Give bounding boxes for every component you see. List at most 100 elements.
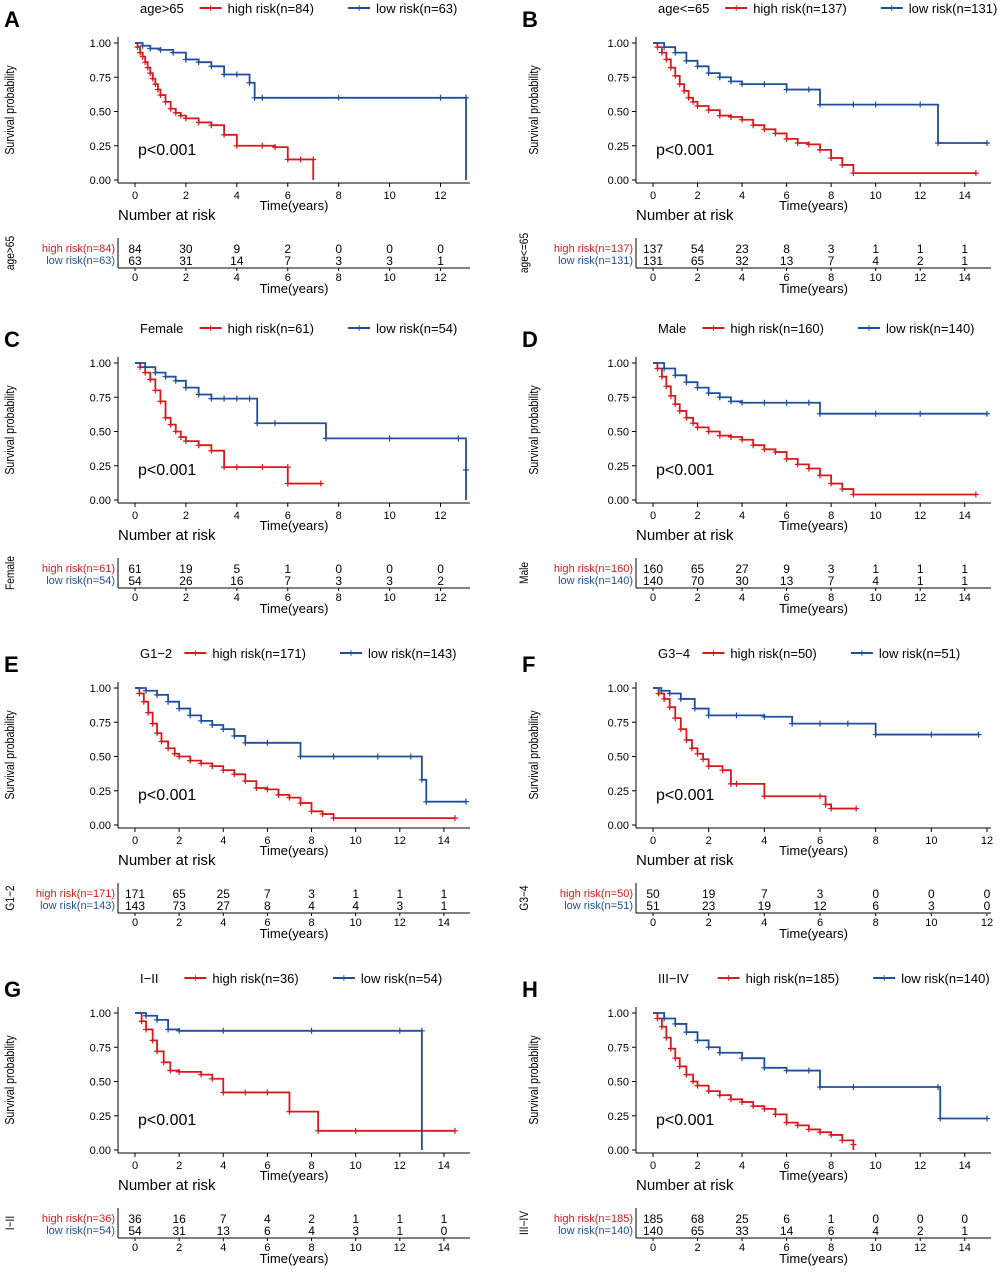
low-risk-censor-mark xyxy=(246,395,253,402)
low-risk-censor-mark xyxy=(739,81,746,88)
x-tick-label: 12 xyxy=(914,190,926,202)
x-tick-label: 2 xyxy=(176,1160,182,1172)
risk-x-tick-label: 2 xyxy=(183,592,189,604)
legend: G3−4 + high risk(n=50) + low risk(n=51) xyxy=(658,646,960,661)
high-risk-censor-mark xyxy=(761,1105,768,1112)
high-risk-censor-mark xyxy=(152,387,159,394)
risk-group-label: Male xyxy=(518,562,531,584)
risk-x-tick-label: 10 xyxy=(383,592,395,604)
risk-group-label: Female xyxy=(4,556,17,590)
y-tick-label: 1.00 xyxy=(90,683,111,695)
panel-letter: H xyxy=(522,977,538,1002)
low-risk-censor-mark xyxy=(984,1115,990,1122)
high-risk-censor-mark xyxy=(177,433,184,440)
high-risk-censor-mark xyxy=(158,738,165,745)
high-risk-censor-mark xyxy=(705,428,712,435)
high-risk-censor-mark xyxy=(147,70,154,77)
low-risk-censor-mark xyxy=(705,70,712,77)
risk-group-label: I−II xyxy=(4,1216,17,1230)
low-risk-censor-mark xyxy=(850,101,857,108)
high-risk-censor-mark xyxy=(233,464,240,471)
high-risk-censor-mark xyxy=(828,480,835,487)
low-risk-censor-mark xyxy=(935,1083,942,1090)
risk-row-label-low: low risk(n=140) xyxy=(558,575,633,587)
y-axis-title: Survival probability xyxy=(2,65,17,154)
legend-high-swatch: + xyxy=(192,971,199,985)
high-risk-censor-mark xyxy=(187,757,194,764)
legend-group-label: age>65 xyxy=(140,1,184,16)
high-risk-censor-mark xyxy=(822,801,829,808)
x-tick-label: 6 xyxy=(285,510,291,522)
risk-x-tick-label: 0 xyxy=(132,272,138,284)
x-tick-label: 8 xyxy=(828,510,834,522)
risk-count-high: 0 xyxy=(872,1212,879,1226)
high-risk-censor-mark xyxy=(716,432,723,439)
low-risk-censor-mark xyxy=(165,1026,172,1033)
low-risk-censor-mark xyxy=(705,1044,712,1051)
low-risk-censor-mark xyxy=(195,391,202,398)
legend-group-label: G1−2 xyxy=(140,646,172,661)
low-risk-censor-mark xyxy=(231,732,238,739)
risk-count-high: 7 xyxy=(264,887,271,901)
low-risk-censor-mark xyxy=(147,45,154,52)
risk-table-title: Number at risk xyxy=(636,852,734,869)
high-risk-censor-mark xyxy=(817,1129,823,1136)
low-risk-censor-mark xyxy=(666,690,673,697)
high-risk-censor-mark xyxy=(672,715,679,722)
low-risk-censor-mark xyxy=(220,726,227,733)
risk-row-label-high: high risk(n=171) xyxy=(36,888,115,900)
high-risk-censor-mark xyxy=(817,146,823,153)
high-risk-censor-mark xyxy=(828,1131,835,1138)
y-tick-label: 0.25 xyxy=(608,786,629,798)
risk-x-tick-label: 8 xyxy=(828,592,834,604)
high-risk-censor-mark xyxy=(683,414,690,421)
risk-count-high: 0 xyxy=(872,887,879,901)
risk-count-low: 1 xyxy=(917,574,924,588)
risk-count-high: 25 xyxy=(217,887,231,901)
p-value: p<0.001 xyxy=(656,787,714,804)
risk-count-low: 27 xyxy=(217,899,231,913)
x-axis-title: Time(years) xyxy=(260,518,329,533)
high-risk-censor-mark xyxy=(817,793,823,800)
panel-letter: A xyxy=(4,7,20,32)
high-risk-censor-mark xyxy=(154,1048,161,1055)
risk-count-low: 4 xyxy=(352,899,359,913)
high-risk-censor-mark xyxy=(330,815,337,822)
risk-count-low: 54 xyxy=(128,1224,142,1238)
risk-count-low: 140 xyxy=(643,574,663,588)
low-risk-censor-mark xyxy=(152,369,159,376)
low-risk-censor-mark xyxy=(220,1027,227,1034)
risk-count-high: 65 xyxy=(172,887,186,901)
risk-table-title: Number at risk xyxy=(118,1177,216,1194)
risk-table: Number at risk high risk(n=61)low risk(n=… xyxy=(4,527,470,616)
risk-count-high: 0 xyxy=(917,1212,924,1226)
risk-count-high: 27 xyxy=(735,562,749,576)
x-tick-label: 6 xyxy=(264,1160,270,1172)
p-value: p<0.001 xyxy=(656,462,714,479)
legend-low-label: low risk(n=54) xyxy=(376,321,457,336)
low-risk-censor-mark xyxy=(850,1083,857,1090)
risk-count-low: 73 xyxy=(172,899,186,913)
low-risk-censor-mark xyxy=(322,435,329,442)
legend-high-swatch: + xyxy=(207,1,214,15)
high-risk-censor-mark xyxy=(172,109,179,116)
risk-count-low: 14 xyxy=(780,1224,794,1238)
risk-x-tick-label: 0 xyxy=(132,592,138,604)
high-risk-censor-mark xyxy=(154,86,161,93)
legend-group-label: I−II xyxy=(140,971,158,986)
x-tick-label: 10 xyxy=(870,510,882,522)
risk-x-tick-label: 6 xyxy=(285,272,291,284)
low-risk-censor-mark xyxy=(423,798,430,805)
low-risk-censor-mark xyxy=(872,731,879,738)
low-risk-censor-mark xyxy=(139,42,146,49)
high-risk-censor-mark xyxy=(286,1108,293,1115)
x-tick-label: 2 xyxy=(183,510,189,522)
low-risk-censor-mark xyxy=(783,1067,790,1074)
high-risk-censor-mark xyxy=(198,1071,205,1078)
high-risk-censor-mark xyxy=(727,113,734,120)
legend-high-swatch: + xyxy=(192,646,199,660)
risk-x-tick-label: 0 xyxy=(132,1242,138,1254)
high-risk-censor-mark xyxy=(195,119,202,126)
x-axis-title: Time(years) xyxy=(260,1168,329,1183)
